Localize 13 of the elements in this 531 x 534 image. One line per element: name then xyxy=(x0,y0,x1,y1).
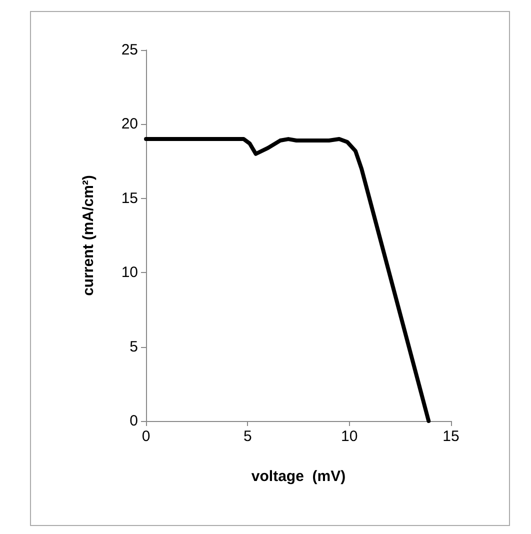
x-tick-label: 0 xyxy=(142,428,150,445)
y-tick-label: 25 xyxy=(121,42,138,58)
y-tick-label: 5 xyxy=(130,338,138,356)
x-tick-label: 10 xyxy=(340,428,358,445)
y-tick-label: 15 xyxy=(121,190,138,207)
y-tick-label: 20 xyxy=(121,116,138,133)
x-tick-label: 5 xyxy=(243,428,252,445)
x-tick-label: 15 xyxy=(442,428,460,445)
y-axis-title: current (mA/cm²) xyxy=(80,175,97,296)
line-series xyxy=(144,137,431,423)
y-tick-label: 0 xyxy=(130,412,138,430)
y-tick-label: 10 xyxy=(121,264,138,282)
x-axis-title: voltage (mV) xyxy=(251,468,346,485)
